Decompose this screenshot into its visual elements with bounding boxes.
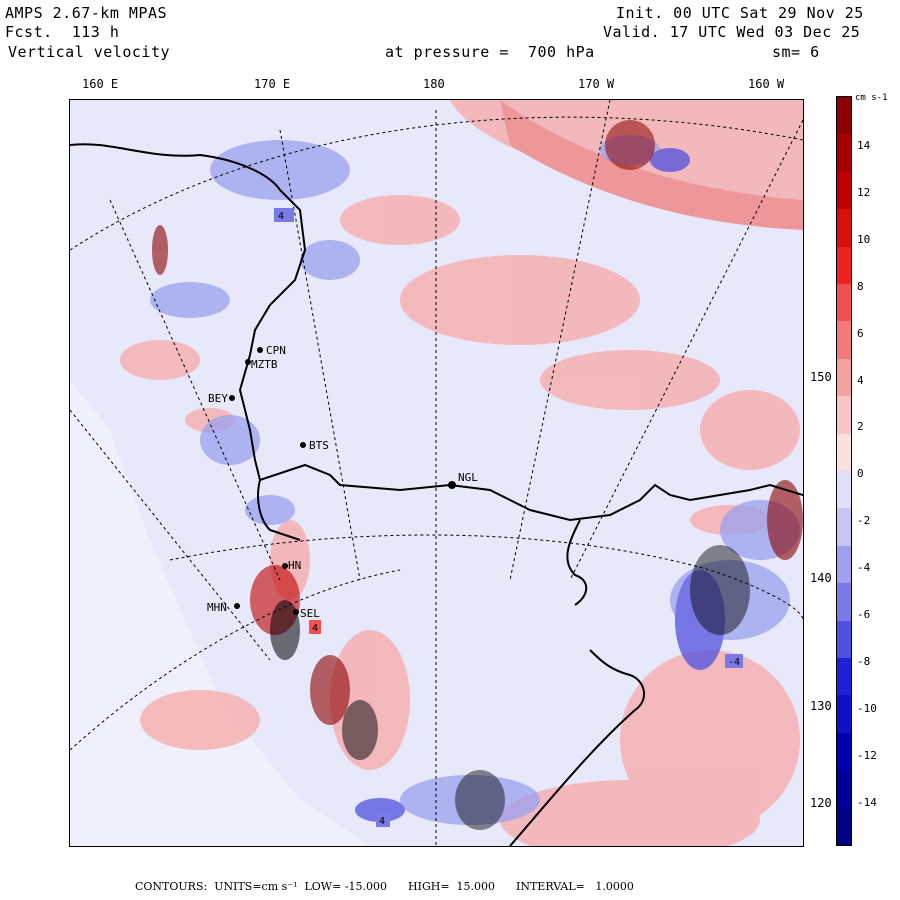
map-panel: CPN MZTB BEY BTS NGL HN MHN SEL 4 -4 4 4 xyxy=(69,99,804,847)
colorbar-segment xyxy=(837,209,851,248)
colorbar-segment xyxy=(837,134,851,173)
station-bey-marker xyxy=(229,395,235,401)
station-mhn: MHN xyxy=(207,601,227,614)
colorbar-segment xyxy=(837,658,851,696)
colorbar-segment xyxy=(837,508,851,547)
stations: CPN MZTB BEY BTS NGL HN MHN SEL xyxy=(207,344,478,620)
contour-label: -4 xyxy=(728,657,740,668)
init-time: Init. 00 UTC Sat 29 Nov 25 xyxy=(616,4,864,22)
coastline xyxy=(70,143,803,846)
contour-label: 4 xyxy=(278,211,284,222)
colorbar-tick-label: -12 xyxy=(857,748,877,762)
colorbar-segment xyxy=(837,471,851,509)
lon-label-170e: 170 E xyxy=(254,77,291,91)
contour-label-box xyxy=(274,208,294,222)
lon-label-160w: 160 W xyxy=(748,77,785,91)
forecast-hour: Fcst. 113 h xyxy=(5,23,120,41)
colorbar-units: cm s-1 xyxy=(855,93,888,103)
colorbar-tick-label: -6 xyxy=(857,608,871,621)
colorbar-tick-label: 6 xyxy=(857,326,864,340)
contour-label-box xyxy=(725,654,743,668)
colorbar-segment xyxy=(837,246,851,285)
station-cpn: CPN xyxy=(266,344,286,357)
strong-couplets xyxy=(152,120,803,830)
station-bts-marker xyxy=(300,442,306,448)
colorbar-segment xyxy=(837,284,851,322)
station-ngl: NGL xyxy=(458,471,478,484)
colorbar-tick-label: 8 xyxy=(857,279,864,293)
model-title: AMPS 2.67-km MPAS xyxy=(5,4,168,22)
contour-label-box xyxy=(309,620,321,634)
field-name: Vertical velocity xyxy=(8,43,171,61)
colorbar-segment xyxy=(837,732,851,771)
colorbar-tick-label: 2 xyxy=(857,420,864,434)
station-sel-marker xyxy=(293,609,299,615)
station-mztb: MZTB xyxy=(251,358,278,371)
colorbar-segment xyxy=(837,545,851,584)
contour-label-box xyxy=(376,813,390,827)
colorbar-segment xyxy=(837,396,851,435)
colorbar-segment xyxy=(837,97,851,135)
colorbar xyxy=(836,96,852,846)
graticule xyxy=(70,100,803,846)
station-hn-marker xyxy=(282,563,288,569)
colorbar-tick-label: -4 xyxy=(857,561,871,575)
colorbar-segment xyxy=(837,358,851,397)
colorbar-segment xyxy=(837,171,851,210)
colorbar-segment xyxy=(837,321,851,360)
colorbar-segment xyxy=(837,807,851,846)
colorbar-segment xyxy=(837,695,851,734)
map-svg: CPN MZTB BEY BTS NGL HN MHN SEL 4 -4 4 4 xyxy=(70,100,803,846)
contour-labels: 4 -4 4 4 xyxy=(274,208,743,827)
station-cpn-marker xyxy=(257,347,263,353)
colorbar-segment xyxy=(837,583,851,622)
station-hn: HN xyxy=(288,559,301,572)
colorbar-segment xyxy=(837,433,851,472)
station-mhn-marker xyxy=(234,603,240,609)
colorbar-tick-label: -14 xyxy=(857,795,877,809)
station-ngl-marker xyxy=(448,481,456,489)
colorbar-segment xyxy=(837,770,851,809)
colorbar-tick-label: 0 xyxy=(857,467,864,481)
lon-label-170w: 170 W xyxy=(578,77,615,91)
station-bts: BTS xyxy=(309,439,329,452)
station-mztb-marker xyxy=(245,359,251,365)
colorbar-tick-label: 12 xyxy=(857,185,871,199)
colorbar-tick-label: 14 xyxy=(857,139,871,152)
positive-regions xyxy=(120,100,803,846)
contour-info: CONTOURS: UNITS=cm s⁻¹ LOW= -15.000 HIGH… xyxy=(135,880,634,893)
colorbar-segment xyxy=(837,620,851,659)
contour-label: 4 xyxy=(379,816,385,827)
station-bey: BEY xyxy=(208,392,228,405)
lon-label-160e: 160 E xyxy=(82,77,119,91)
colorbar-tick-label: -2 xyxy=(857,514,871,528)
smoothing: sm= 6 xyxy=(772,43,820,61)
station-sel: SEL xyxy=(300,607,320,620)
colorbar-tick-label: 10 xyxy=(857,232,871,246)
colorbar-tick-label: -10 xyxy=(857,701,877,715)
pressure-level: at pressure = 700 hPa xyxy=(385,43,595,61)
colorbar-tick-label: 4 xyxy=(857,373,864,387)
colorbar-tick-label: -8 xyxy=(857,654,871,668)
lon-label-180: 180 xyxy=(423,77,445,91)
valid-time: Valid. 17 UTC Wed 03 Dec 25 xyxy=(603,23,861,41)
contour-label: 4 xyxy=(312,623,318,634)
